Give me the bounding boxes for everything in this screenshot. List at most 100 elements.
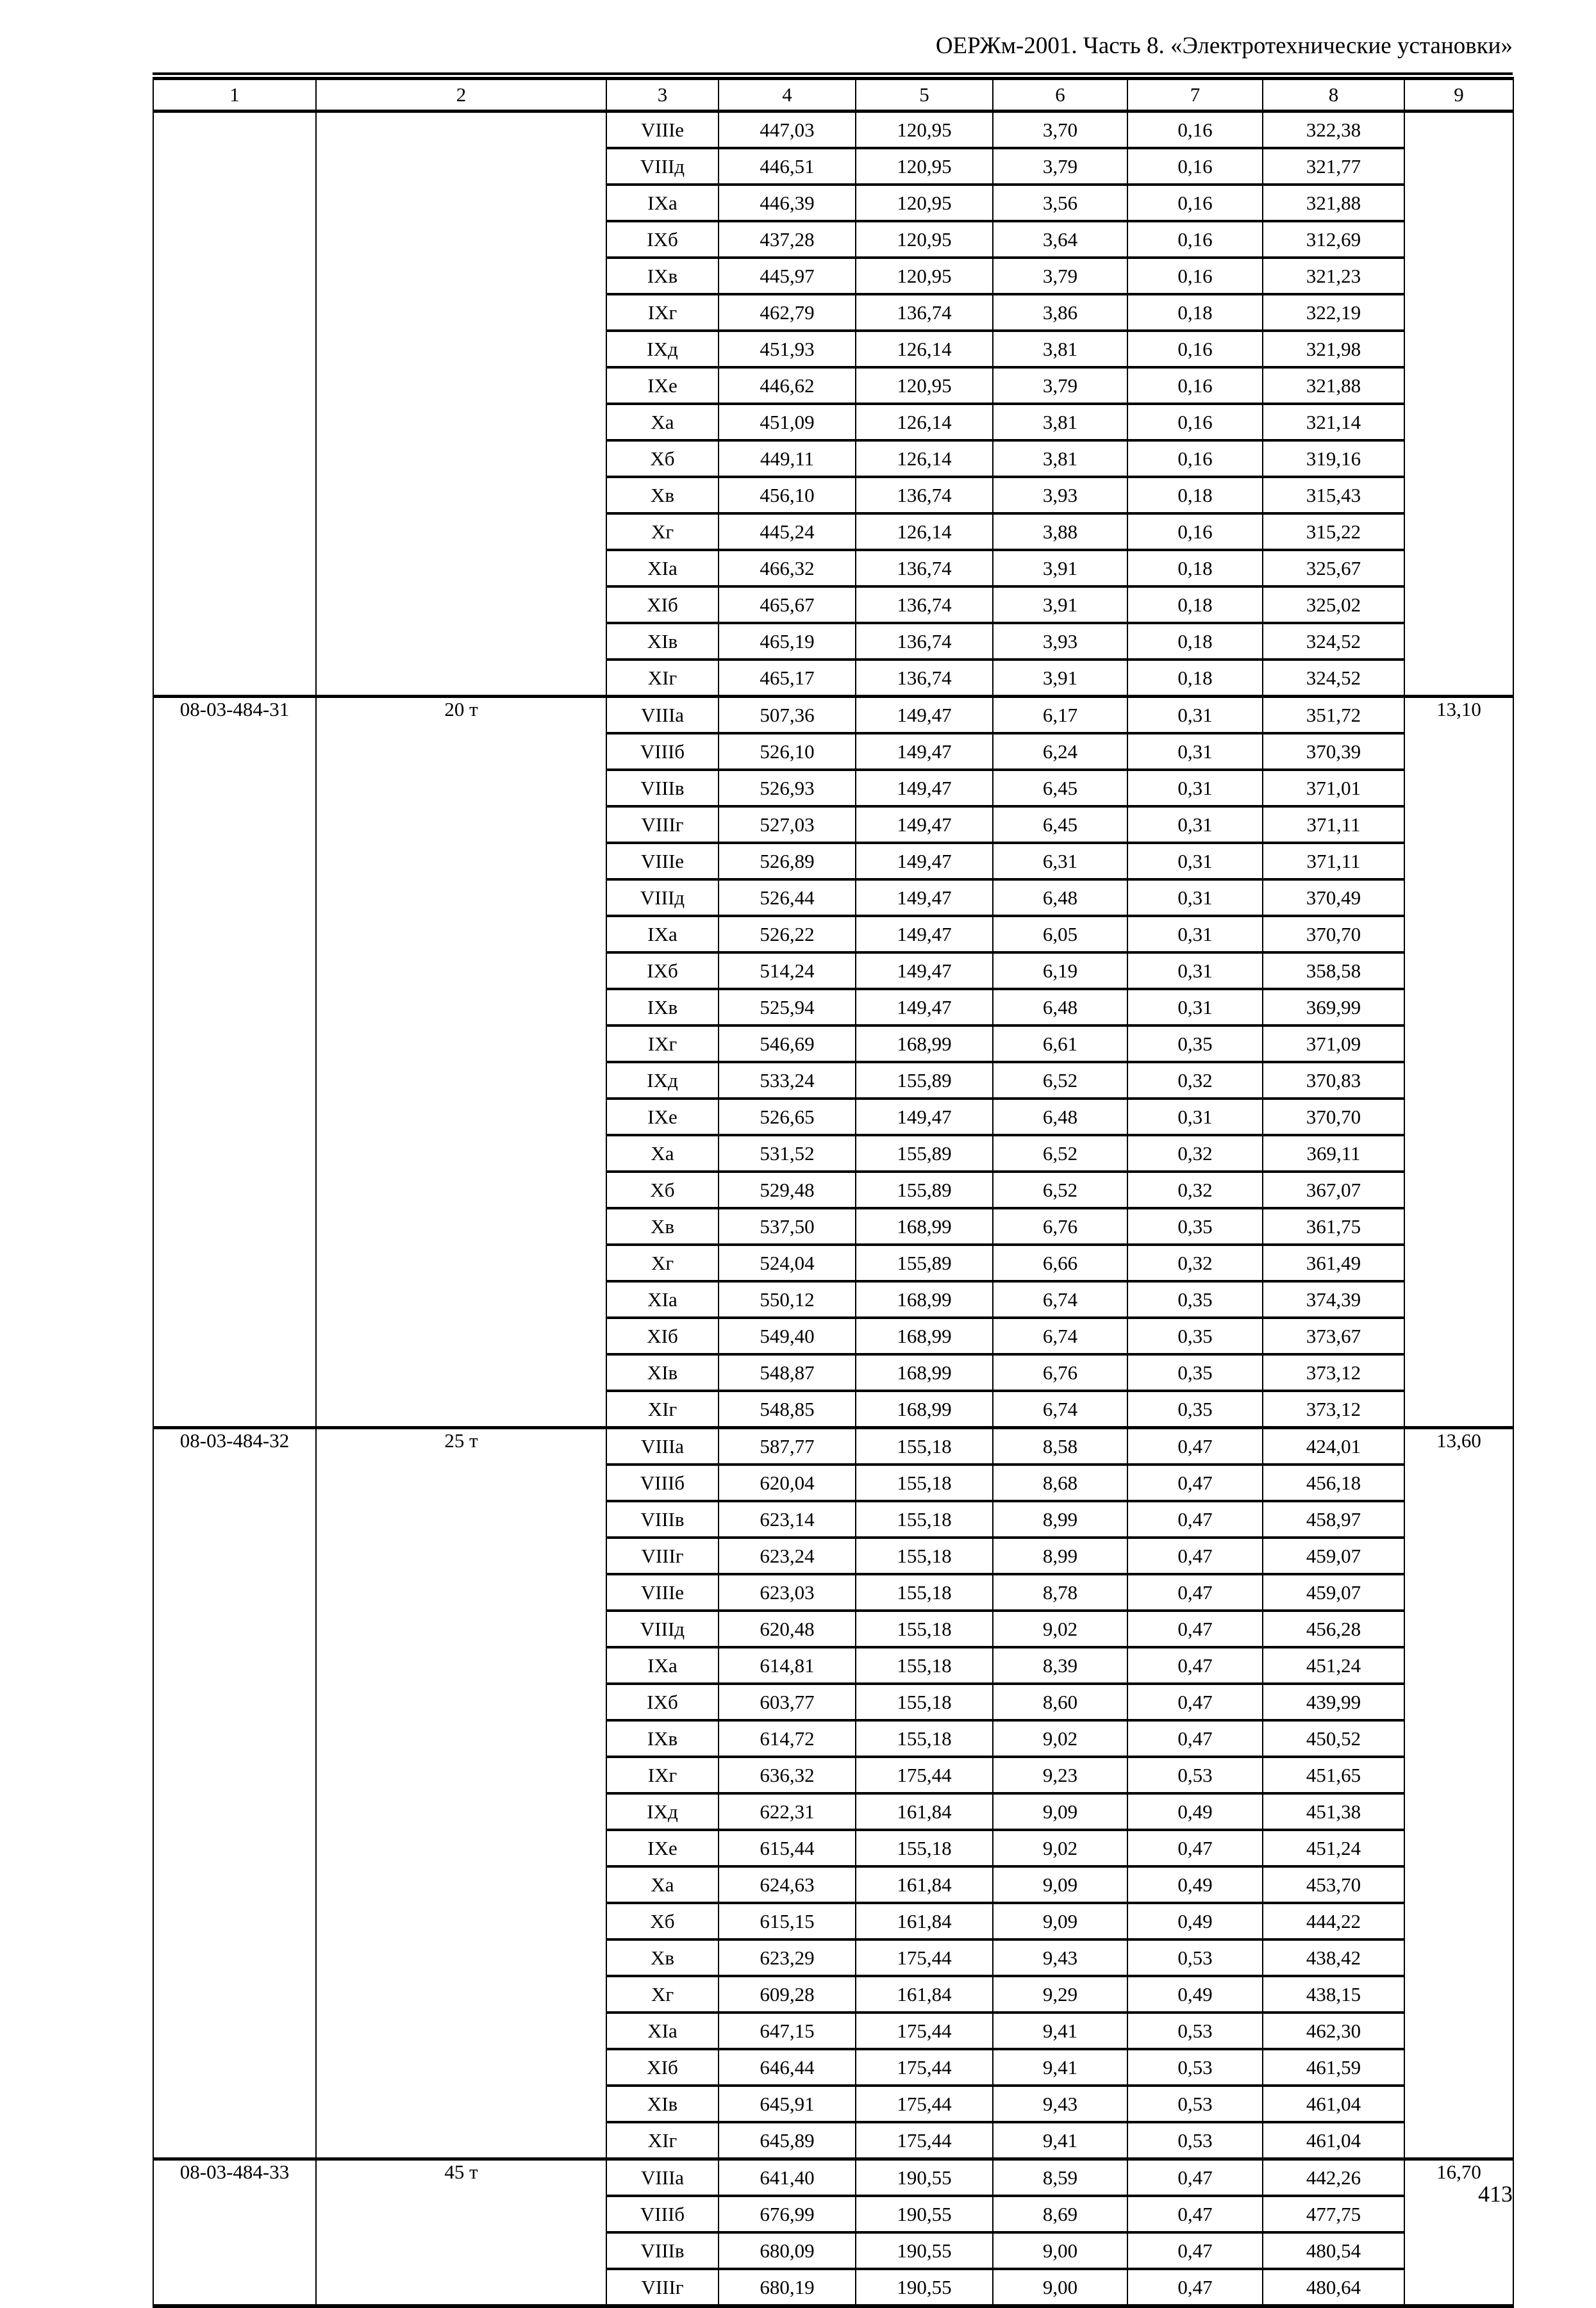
value-cell: 0,16 xyxy=(1127,367,1263,405)
norm-code-cell: 08-03-484-32 xyxy=(153,1427,317,2161)
value-cell: 0,35 xyxy=(1127,1318,1263,1356)
value-cell: 136,74 xyxy=(855,550,993,588)
value-cell: 168,99 xyxy=(855,1025,993,1063)
column-header-5: 5 xyxy=(855,78,993,113)
value-cell: 0,18 xyxy=(1127,294,1263,332)
value-cell: 0,49 xyxy=(1127,1903,1263,1941)
zone-cell: VIIIе xyxy=(606,111,719,149)
value-cell: 315,43 xyxy=(1262,477,1405,515)
capacity-cell: 20 т xyxy=(315,696,607,1429)
zone-cell: VIIIб xyxy=(606,2196,719,2234)
value-cell: 325,67 xyxy=(1262,550,1405,588)
table-row: VIIIе 526,89 149,47 6,31 0,31 371,11 xyxy=(153,843,1513,881)
value-cell: 6,74 xyxy=(992,1281,1128,1319)
value-cell: 175,44 xyxy=(855,2049,993,2087)
value-cell: 0,47 xyxy=(1127,1465,1263,1502)
value-cell: 9,29 xyxy=(992,1976,1128,2014)
value-cell: 615,15 xyxy=(718,1903,856,1941)
value-cell: 6,76 xyxy=(992,1354,1128,1392)
value-cell: 6,52 xyxy=(992,1062,1128,1100)
value-cell: 351,72 xyxy=(1262,696,1405,735)
value-cell: 614,72 xyxy=(718,1720,856,1758)
zone-cell: IXг xyxy=(606,1025,719,1063)
value-cell: 0,31 xyxy=(1127,843,1263,881)
table-row: VIIIб 526,10 149,47 6,24 0,31 370,39 xyxy=(153,733,1513,771)
value-cell: 155,18 xyxy=(855,1465,993,1502)
value-cell: 442,26 xyxy=(1262,2159,1405,2197)
value-cell: 155,18 xyxy=(855,1830,993,1868)
table-row: IXв 525,94 149,47 6,48 0,31 369,99 xyxy=(153,989,1513,1027)
value-cell: 155,18 xyxy=(855,1501,993,1539)
zone-cell: VIIIа xyxy=(606,2159,719,2197)
value-cell: 0,16 xyxy=(1127,258,1263,295)
value-cell: 0,16 xyxy=(1127,331,1263,369)
value-cell: 465,19 xyxy=(718,623,856,661)
document-page: { "page": { "header_title": "ОЕРЖм-2001.… xyxy=(153,33,1514,2308)
value-cell: 0,35 xyxy=(1127,1281,1263,1319)
value-cell: 0,16 xyxy=(1127,513,1263,551)
zone-cell: Xа xyxy=(606,1866,719,1904)
value-cell: 0,53 xyxy=(1127,2049,1263,2087)
value-cell: 9,43 xyxy=(992,1939,1128,1977)
value-cell: 370,70 xyxy=(1262,1099,1405,1136)
value-cell: 527,03 xyxy=(718,806,856,844)
value-cell: 0,47 xyxy=(1127,2269,1263,2308)
value-cell: 465,17 xyxy=(718,660,856,698)
value-cell: 0,47 xyxy=(1127,1574,1263,1612)
value-cell: 155,89 xyxy=(855,1062,993,1100)
table-row: IXг 636,32 175,44 9,23 0,53 451,65 xyxy=(153,1757,1513,1795)
value-cell: 462,30 xyxy=(1262,2013,1405,2050)
table-row: VIIIб 620,04 155,18 8,68 0,47 456,18 xyxy=(153,1465,1513,1502)
zone-cell: VIIIг xyxy=(606,806,719,844)
value-cell: 155,18 xyxy=(855,1574,993,1612)
col9-value-cell: 13,60 xyxy=(1404,1427,1514,2161)
value-cell: 8,68 xyxy=(992,1465,1128,1502)
value-cell: 149,47 xyxy=(855,843,993,881)
value-cell: 525,94 xyxy=(718,989,856,1027)
value-cell: 190,55 xyxy=(855,2269,993,2308)
value-cell: 0,18 xyxy=(1127,623,1263,661)
value-cell: 161,84 xyxy=(855,1866,993,1904)
value-cell: 461,59 xyxy=(1262,2049,1405,2087)
value-cell: 149,47 xyxy=(855,733,993,771)
value-cell: 451,09 xyxy=(718,404,856,442)
column-header-1: 1 xyxy=(153,78,317,113)
value-cell: 149,47 xyxy=(855,1099,993,1136)
value-cell: 0,16 xyxy=(1127,440,1263,478)
zone-cell: VIIIв xyxy=(606,1501,719,1539)
zone-cell: IXа xyxy=(606,916,719,954)
zone-cell: IXе xyxy=(606,367,719,405)
value-cell: 371,11 xyxy=(1262,843,1405,881)
value-cell: 3,86 xyxy=(992,294,1128,332)
value-cell: 453,70 xyxy=(1262,1866,1405,1904)
column-header-6: 6 xyxy=(992,78,1128,113)
table-row: Xа 624,63 161,84 9,09 0,49 453,70 xyxy=(153,1866,1513,1904)
zone-cell: VIIIд xyxy=(606,148,719,186)
value-cell: 647,15 xyxy=(718,2013,856,2050)
value-cell: 439,99 xyxy=(1262,1684,1405,1722)
value-cell: 6,74 xyxy=(992,1391,1128,1429)
value-cell: 445,24 xyxy=(718,513,856,551)
value-cell: 120,95 xyxy=(855,148,993,186)
value-cell: 0,53 xyxy=(1127,1939,1263,1977)
value-cell: 451,24 xyxy=(1262,1830,1405,1868)
value-cell: 462,79 xyxy=(718,294,856,332)
zone-cell: Xб xyxy=(606,1172,719,1209)
value-cell: 322,19 xyxy=(1262,294,1405,332)
col9-value-cell: 13,10 xyxy=(1404,696,1514,1429)
value-cell: 155,89 xyxy=(855,1172,993,1209)
value-cell: 466,32 xyxy=(718,550,856,588)
zone-cell: Xв xyxy=(606,477,719,515)
value-cell: 161,84 xyxy=(855,1976,993,2014)
value-cell: 9,41 xyxy=(992,2122,1128,2161)
column-header-4: 4 xyxy=(718,78,856,113)
zone-cell: Xг xyxy=(606,1976,719,2014)
zone-cell: VIIIе xyxy=(606,843,719,881)
value-cell: 321,77 xyxy=(1262,148,1405,186)
value-cell: 456,18 xyxy=(1262,1465,1405,1502)
value-cell: 548,85 xyxy=(718,1391,856,1429)
value-cell: 168,99 xyxy=(855,1354,993,1392)
value-cell: 9,41 xyxy=(992,2013,1128,2050)
table-row: XIв 548,87 168,99 6,76 0,35 373,12 xyxy=(153,1354,1513,1392)
value-cell: 0,32 xyxy=(1127,1062,1263,1100)
